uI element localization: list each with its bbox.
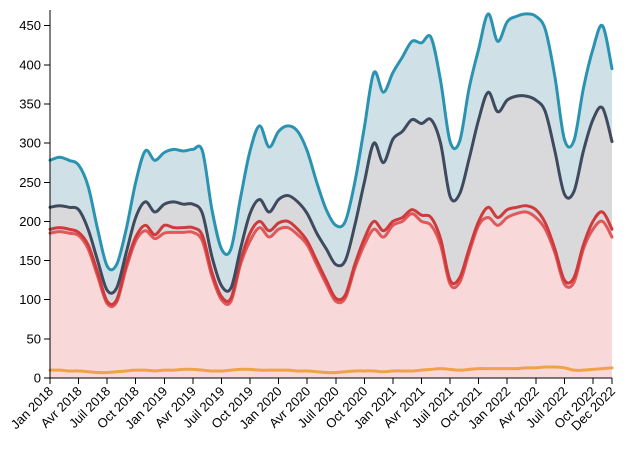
y-tick-label: 350 <box>19 96 41 111</box>
series-line-2 <box>48 204 614 306</box>
series-lines <box>48 12 614 375</box>
y-tick-label: 250 <box>19 175 41 190</box>
y-tick-label: 0 <box>34 371 41 386</box>
series-line-0 <box>48 365 614 375</box>
y-tick-label: 100 <box>19 292 41 307</box>
y-tick-label: 200 <box>19 214 41 229</box>
series-line-3 <box>48 90 614 295</box>
y-axis: 0 50 100 150 200 250 300 350 400 450 <box>19 10 51 386</box>
y-tick-label: 400 <box>19 57 41 72</box>
y-tick-label: 50 <box>27 331 41 346</box>
y-tick-label: 450 <box>19 18 41 33</box>
series-line-1 <box>48 210 614 309</box>
y-tick-label: 300 <box>19 136 41 151</box>
y-tick-label: 150 <box>19 253 41 268</box>
series-line-4 <box>48 12 614 272</box>
